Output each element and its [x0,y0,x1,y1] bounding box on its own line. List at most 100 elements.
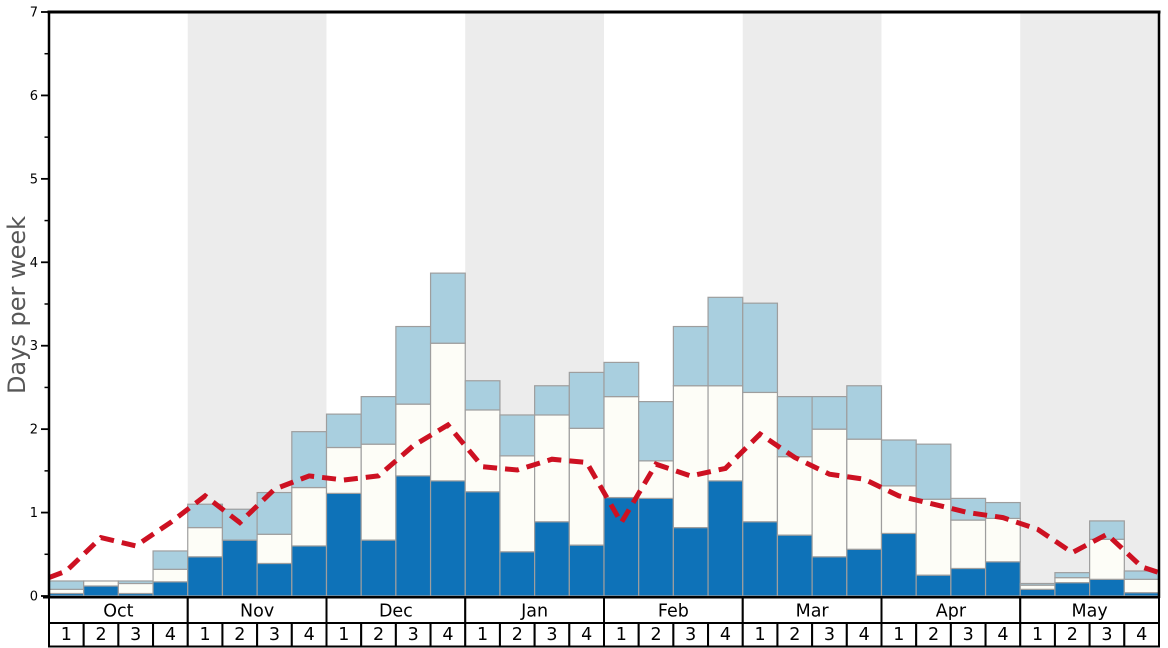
bar-segment-dark-blue [152,581,189,597]
bar-segment-dark-blue [950,567,987,597]
bar-segment-dark-blue [221,539,258,597]
bar-segment-light-blue [534,385,570,416]
week-label: 4 [442,625,453,645]
bar-segment-dark-blue [429,480,466,597]
bar-segment-white [811,428,848,558]
week-label: 1 [893,625,904,645]
bar-segment-dark-blue [984,561,1021,597]
bar-segment-dark-blue [568,544,605,597]
week-label: 2 [373,625,384,645]
bar-segment-white [187,526,224,558]
week-label: 2 [928,625,939,645]
month-band [1020,12,1159,596]
bar-segment-dark-blue [291,545,328,597]
bar-segment-dark-blue [880,532,917,597]
week-label: 3 [963,625,974,645]
bar-segment-light-blue [152,550,189,570]
week-label: 1 [1032,625,1043,645]
bar-segment-light-blue [811,396,848,430]
bar-segment-white [360,443,397,541]
week-label: 4 [859,625,870,645]
bar-segment-light-blue [325,413,362,449]
y-axis-tick-label: 7 [30,6,38,21]
week-label: 4 [304,625,315,645]
y-axis-tick-label: 1 [30,506,38,521]
bar-segment-light-blue [395,325,432,405]
bar-segment-white [915,498,952,576]
bar-segment-dark-blue [534,521,570,597]
week-label: 2 [789,625,800,645]
week-label: 4 [997,625,1008,645]
bar-segment-dark-blue [707,480,744,597]
bar-segment-white [83,580,119,587]
bar-segment-white [846,438,883,550]
bar-segment-light-blue [672,325,709,387]
week-label: 3 [824,625,835,645]
month-label: Apr [936,602,967,622]
week-label: 3 [269,625,280,645]
week-label: 1 [338,625,349,645]
bar-segment-light-blue [846,385,883,440]
bar-segment-light-blue [638,401,674,462]
bar-segment-white [429,342,466,482]
bar-segment-white [48,588,85,595]
bar-segment-light-blue [429,272,466,344]
bar-segment-white [1019,584,1056,590]
bar-segment-light-blue [776,396,813,458]
week-label: 3 [1101,625,1112,645]
month-label: Nov [240,602,274,622]
bar-segment-dark-blue [464,491,501,597]
bar-segment-dark-blue [256,562,293,597]
bar-segment-light-blue [568,371,605,429]
week-cell [1123,622,1160,648]
y-axis-tick-label: 4 [30,256,38,271]
month-cell [603,596,744,624]
bar-segment-dark-blue [811,556,848,597]
bar-segment-light-blue [1019,582,1056,586]
week-label: 3 [685,625,696,645]
week-label: 2 [512,625,523,645]
week-label: 1 [755,625,766,645]
bar-segment-white [950,519,987,570]
month-cell [186,596,328,624]
bar-segment-white [534,414,570,523]
bar-segment-light-blue [360,396,397,445]
week-label: 2 [234,625,245,645]
bar-segment-white [603,396,640,499]
bar-segment-dark-blue [499,551,536,597]
month-band [49,12,188,596]
bar-segment-dark-blue [742,521,779,597]
y-axis-tick-label: 5 [30,172,38,187]
week-label: 3 [408,625,419,645]
bar-segment-light-blue [499,414,536,457]
y-axis-label: Days per week [3,215,31,395]
bar-segment-light-blue [742,302,779,394]
bar-segment-dark-blue [603,496,640,597]
month-label: Jan [520,602,548,622]
bar-segment-white [880,485,917,535]
month-label: Mar [796,602,830,622]
bar-segment-light-blue [880,439,917,487]
bar-segment-white [984,517,1021,563]
week-label: 4 [720,625,731,645]
week-label: 4 [165,625,176,645]
month-cell [1019,596,1160,624]
bar-segment-light-blue [291,431,328,489]
bar-segment-dark-blue [846,548,883,597]
month-cell [325,596,467,624]
red-dashed-line [48,421,1160,580]
bar-segment-light-blue [117,580,154,585]
bar-segment-dark-blue [1089,578,1125,597]
month-label: Dec [379,602,413,622]
bar-segment-light-blue [464,380,501,411]
bar-segment-dark-blue [187,556,224,597]
bar-segment-dark-blue [395,475,432,597]
bar-segment-white [291,486,328,547]
week-label: 3 [130,625,141,645]
y-axis-tick-label: 0 [30,590,38,605]
bar-segment-light-blue [707,296,744,387]
bar-segment-dark-blue [915,574,952,597]
bar-segment-white [776,456,813,536]
